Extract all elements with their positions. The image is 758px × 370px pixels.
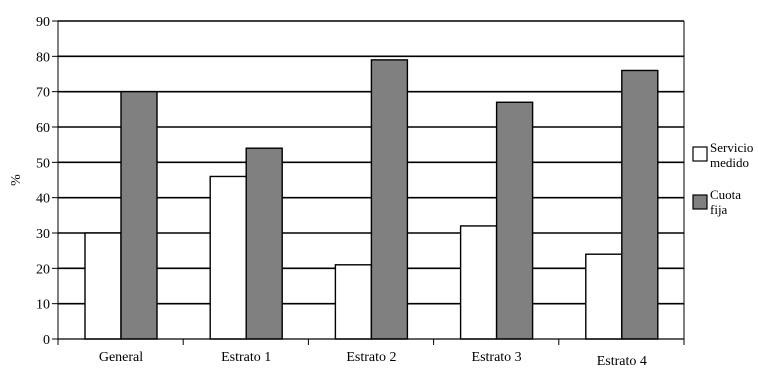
y-tick-label: 90: [36, 15, 50, 30]
bar-cuota-fija: [495, 101, 534, 340]
bar-servicio-medido: [459, 225, 498, 340]
x-tick-label: Estrato 4: [597, 354, 647, 369]
x-tick-label: Estrato 2: [346, 350, 396, 365]
bar-cuota-fija: [370, 59, 409, 340]
x-tick-label: Estrato 1: [221, 350, 271, 365]
legend-swatch: [692, 146, 708, 162]
legend-label: Servicio: [710, 140, 753, 155]
bars: [84, 59, 659, 340]
x-tick-labels: General Estrato 1 Estrato 2 Estrato 3 Estrat…: [99, 350, 647, 369]
y-tick-labels: 0 10 20 30 40 50 60 70 80 90: [36, 15, 50, 348]
legend-label: fija: [710, 202, 728, 217]
y-tick-label: 10: [36, 298, 50, 313]
y-tick-label: 60: [36, 121, 50, 136]
y-tick-label: 20: [36, 262, 50, 277]
legend-label: Cuota: [710, 187, 741, 202]
x-tick-label: General: [99, 350, 143, 365]
axes: [52, 20, 685, 345]
bar-servicio-medido: [334, 264, 373, 340]
legend-swatch: [692, 194, 708, 210]
y-axis-label: %: [9, 174, 24, 186]
bar-servicio-medido: [84, 232, 122, 340]
y-tick-label: 40: [36, 192, 50, 207]
legend-label: medido: [710, 155, 749, 170]
bar-servicio-medido: [209, 175, 247, 340]
bar-cuota-fija: [621, 69, 659, 340]
bar-cuota-fija: [120, 90, 158, 340]
y-tick-label: 0: [43, 333, 50, 348]
bar-cuota-fija: [245, 147, 283, 340]
y-tick-label: 70: [36, 86, 50, 101]
y-tick-label: 50: [36, 156, 50, 171]
y-tick-label: 30: [36, 227, 50, 242]
y-tick-label: 80: [36, 50, 50, 65]
bar-servicio-medido: [585, 253, 623, 340]
x-tick-label: Estrato 3: [472, 350, 522, 365]
